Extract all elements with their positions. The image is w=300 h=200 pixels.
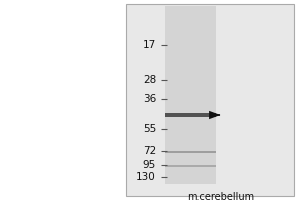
Bar [165,151,216,153]
Bar [126,4,294,196]
Polygon shape [209,111,220,119]
Text: 55: 55 [143,124,156,134]
Bar [165,165,216,167]
Bar [165,113,216,117]
Text: 72: 72 [143,146,156,156]
Text: m.cerebellum: m.cerebellum [187,192,254,200]
Text: 130: 130 [136,172,156,182]
Text: 17: 17 [143,40,156,50]
Text: 95: 95 [143,160,156,170]
Text: 28: 28 [143,75,156,85]
Bar [165,6,216,184]
Text: 36: 36 [143,94,156,104]
